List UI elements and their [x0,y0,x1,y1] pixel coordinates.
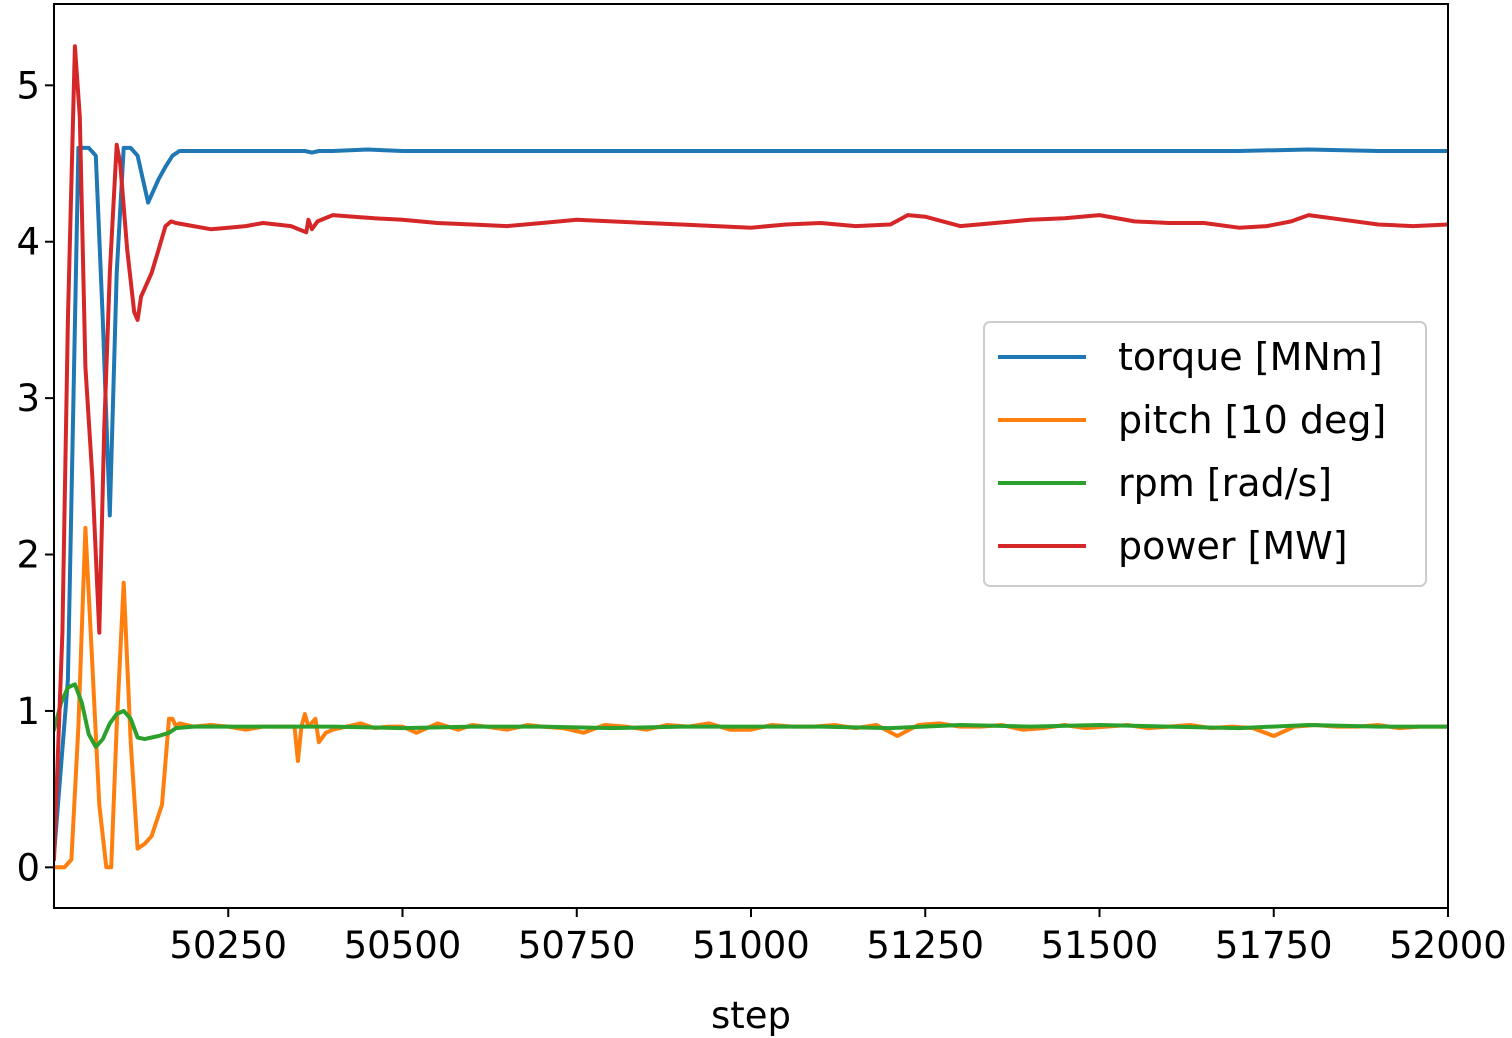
y-tick-label: 4 [16,221,40,264]
legend-label-4: power [MW] [1118,524,1348,568]
legend-label-1: torque [MNm] [1118,335,1383,379]
legend-entries: torque [MNm] pitch [10 deg] rpm [rad/s] pow… [998,335,1386,568]
legend: torque [MNm] pitch [10 deg] rpm [rad/s] pow… [983,321,1427,587]
x-axis-title: step [711,994,791,1037]
x-axis-ticks: 50250 50500 50750 51000 51250 51500 51750 52000 [169,908,1507,967]
series-line-3 [54,682,1448,749]
x-tick-label: 50750 [518,924,636,967]
x-tick-label: 51000 [692,924,810,967]
legend-box [983,321,1427,587]
series-layer [54,44,1448,870]
x-tick-label: 52000 [1389,924,1507,967]
legend-label-2: pitch [10 deg] [1118,398,1386,442]
y-axis-ticks: 0 1 2 3 4 5 [16,64,54,889]
x-tick-label: 51250 [866,924,984,967]
y-tick-label: 3 [16,377,40,420]
y-tick-label: 1 [16,690,40,733]
series-line-1 [54,145,1448,857]
y-tick-label: 0 [16,846,40,889]
y-tick-label: 5 [16,64,40,107]
legend-label-3: rpm [rad/s] [1118,461,1332,505]
x-tick-label: 50500 [344,924,462,967]
x-tick-label: 50250 [169,924,287,967]
x-tick-label: 51500 [1041,924,1159,967]
y-tick-label: 2 [16,534,40,577]
series-line-4 [54,44,1448,862]
x-tick-label: 51750 [1215,924,1333,967]
